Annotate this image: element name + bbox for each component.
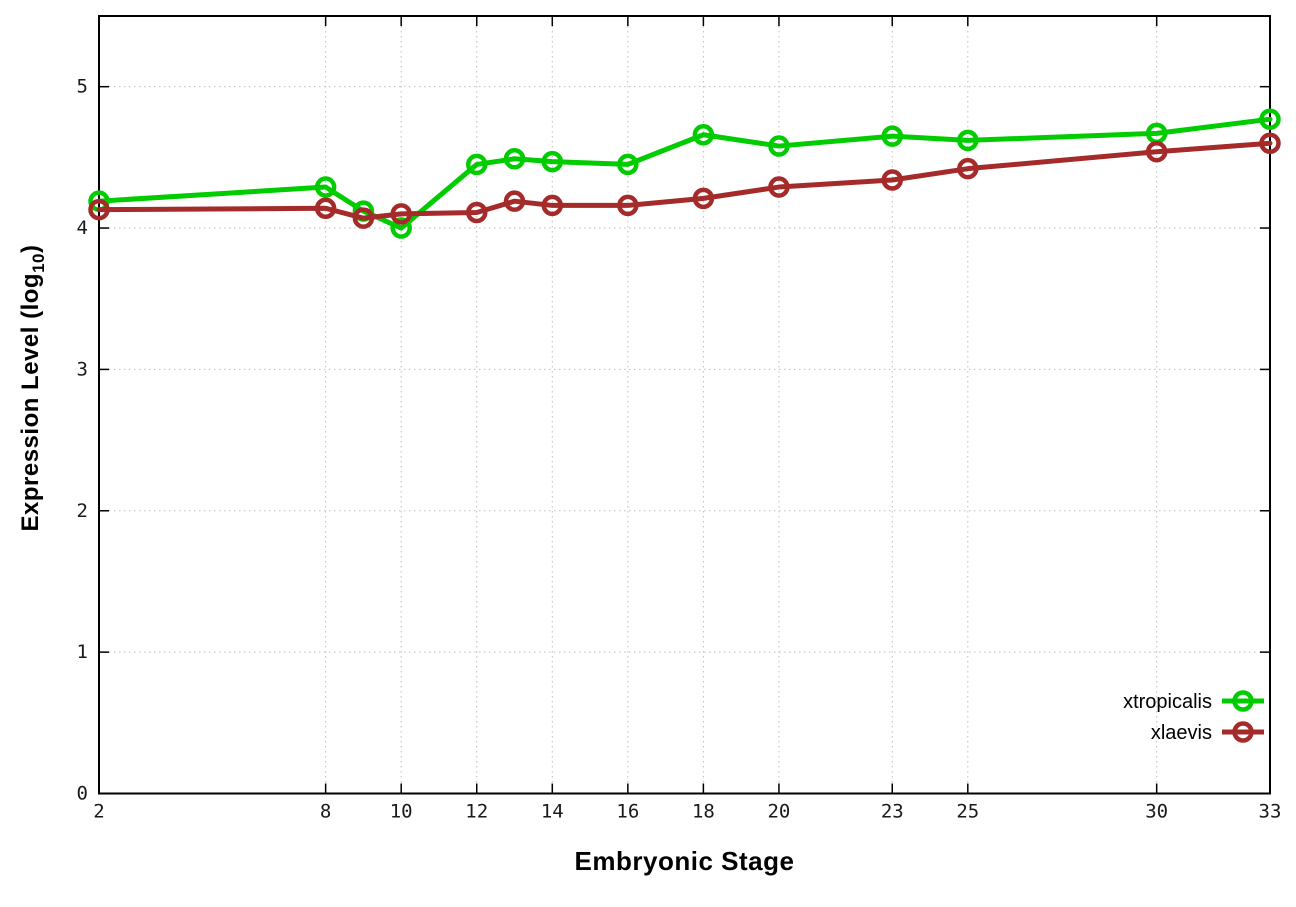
- data-point-xlaevis: [617, 194, 639, 217]
- y-axis-title-subscript: 10: [28, 253, 48, 273]
- x-tick-label: 18: [692, 801, 715, 823]
- data-point-xtropicalis: [617, 153, 639, 176]
- data-point-xlaevis: [957, 157, 979, 180]
- y-tick-label: 0: [77, 783, 88, 805]
- x-tick-label: 20: [767, 801, 790, 823]
- x-tick-label: 14: [541, 801, 564, 823]
- data-point-xlaevis: [88, 198, 110, 221]
- y-tick-label: 3: [77, 358, 88, 380]
- y-axis-title: Expression Level (log10): [17, 245, 49, 532]
- data-point-xtropicalis: [957, 129, 979, 152]
- x-tick-label: 8: [320, 801, 331, 823]
- legend-marker-xtropicalis: [1232, 690, 1254, 712]
- y-tick-label: 2: [77, 500, 88, 522]
- data-point-xlaevis: [465, 201, 488, 224]
- data-point-xtropicalis: [503, 148, 526, 170]
- x-tick-label: 16: [616, 801, 639, 823]
- y-tick-label: 5: [77, 76, 88, 98]
- data-point-xlaevis: [1145, 140, 1168, 163]
- x-tick-label: 30: [1145, 801, 1168, 823]
- data-point-xlaevis: [390, 203, 412, 225]
- x-tick-label: 10: [390, 801, 413, 823]
- x-tick-label: 2: [93, 801, 104, 823]
- x-axis-title: Embryonic Stage: [574, 846, 795, 876]
- data-point-xlaevis: [352, 207, 375, 229]
- legend-marker-xlaevis: [1232, 721, 1254, 743]
- y-axis-title-close: ): [17, 244, 45, 254]
- x-tick-label: 25: [956, 801, 979, 823]
- x-tick-label: 23: [881, 801, 904, 823]
- legend-label-xlaevis: xlaevis: [1151, 722, 1212, 744]
- data-point-xlaevis: [314, 197, 337, 220]
- data-point-xlaevis: [541, 194, 564, 217]
- data-point-xtropicalis: [314, 176, 337, 198]
- data-point-xtropicalis: [465, 153, 488, 176]
- data-point-xlaevis: [692, 187, 715, 210]
- data-point-xtropicalis: [692, 123, 715, 146]
- data-point-xtropicalis: [881, 125, 904, 147]
- plot-border: [98, 15, 1271, 795]
- data-point-xlaevis: [881, 169, 904, 191]
- series-line-xtropicalis: [96, 116, 1273, 231]
- x-tick-label: 12: [465, 801, 488, 823]
- data-point-xtropicalis: [768, 135, 790, 157]
- data-point-xlaevis: [1259, 132, 1281, 154]
- x-tick-label: 33: [1259, 801, 1282, 823]
- data-point-xtropicalis: [1259, 108, 1281, 130]
- data-point-xtropicalis: [390, 217, 412, 239]
- y-axis-title-text: Expression Level (log: [17, 272, 45, 532]
- y-tick-label: 4: [77, 217, 88, 239]
- series-line-xlaevis: [96, 140, 1273, 221]
- data-point-xtropicalis: [541, 150, 564, 173]
- y-tick-label: 1: [77, 641, 88, 663]
- legend-label-xtropicalis: xtropicalis: [1123, 691, 1212, 713]
- data-point-xlaevis: [503, 190, 526, 212]
- data-point-xlaevis: [768, 176, 790, 198]
